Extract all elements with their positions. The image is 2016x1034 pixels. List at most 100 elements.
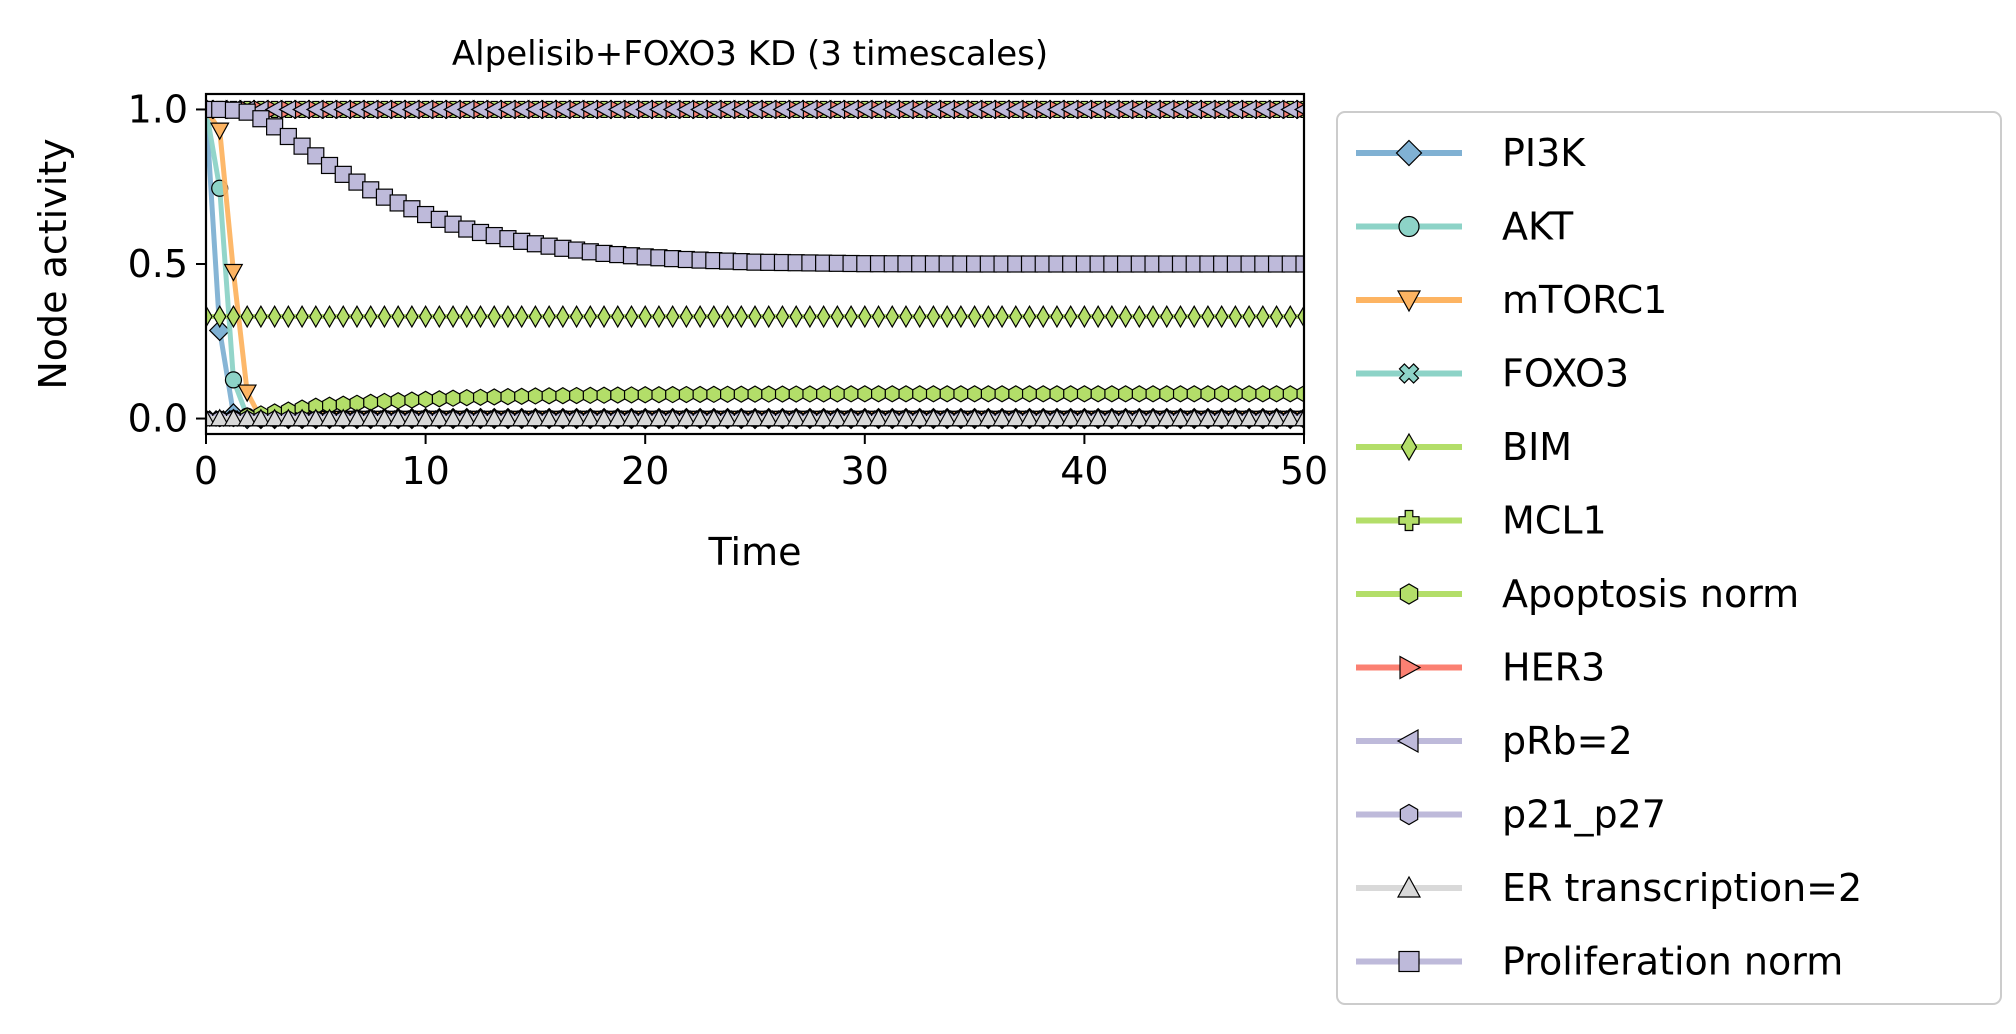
data-point (376, 392, 392, 411)
data-point (692, 385, 708, 404)
data-point (1269, 385, 1285, 403)
data-point (665, 385, 681, 404)
data-point (374, 408, 395, 427)
data-point (939, 385, 955, 403)
data-point (596, 386, 612, 404)
data-point (528, 304, 543, 329)
x-axis: 0 10 20 30 40 50 (194, 434, 1328, 493)
data-point (213, 304, 227, 329)
legend-marker (1399, 583, 1419, 605)
data-point (501, 304, 515, 329)
data-point (415, 408, 436, 427)
data-point (951, 408, 971, 427)
data-point (843, 385, 859, 403)
data-point (981, 304, 996, 329)
data-point (1239, 408, 1259, 427)
data-point (486, 388, 502, 406)
data-point (432, 304, 447, 329)
data-point (347, 408, 367, 427)
data-point (731, 408, 752, 427)
data-point (720, 304, 735, 329)
data-point (717, 408, 738, 427)
data-point (1201, 304, 1215, 329)
data-point (1296, 385, 1304, 403)
data-point (1035, 385, 1051, 403)
data-point (813, 408, 834, 427)
data-point (638, 304, 652, 329)
data-point (1033, 408, 1054, 427)
legend-label: HER3 (1502, 646, 1605, 690)
data-point (896, 408, 916, 427)
data-point (305, 408, 326, 427)
data-point (1076, 385, 1092, 403)
data-point (431, 390, 447, 408)
data-point (295, 304, 309, 329)
y-axis: 0.0 0.5 1.0 (128, 87, 206, 441)
data-point (459, 388, 475, 407)
data-point (1241, 385, 1257, 403)
data-point (870, 385, 887, 403)
data-point (1198, 408, 1218, 427)
data-point (377, 304, 392, 329)
data-point (206, 408, 216, 427)
data-point (500, 387, 516, 406)
data-point (786, 408, 806, 427)
data-point (1172, 385, 1189, 403)
data-point (391, 304, 405, 329)
data-point (693, 304, 707, 329)
data-point (566, 408, 587, 427)
data-point (690, 408, 710, 427)
data-point (775, 304, 790, 329)
x-tick-label: 20 (621, 449, 669, 493)
data-point (774, 385, 790, 403)
data-point (1266, 408, 1287, 427)
data-point (539, 408, 559, 427)
legend-label: Apoptosis norm (1502, 572, 1799, 616)
data-point (816, 304, 831, 329)
series-ER transcription=2 (206, 408, 1304, 427)
data-point (1255, 385, 1271, 403)
data-point (281, 304, 296, 329)
data-point (1036, 304, 1050, 329)
legend-marker (1398, 950, 1420, 973)
data-point (1186, 385, 1202, 403)
data-point (336, 304, 350, 329)
data-point (651, 385, 667, 404)
data-point (580, 408, 601, 427)
data-point (292, 408, 312, 427)
legend-label: Proliferation norm (1502, 940, 1843, 984)
data-point (937, 408, 957, 427)
data-point (868, 408, 889, 427)
data-point (706, 385, 722, 404)
series-Apoptosis norm (206, 385, 1304, 428)
data-point (1105, 304, 1119, 329)
data-point (223, 263, 244, 282)
data-point (569, 386, 585, 405)
data-point (1214, 304, 1229, 329)
data-point (1009, 304, 1023, 329)
data-point (1090, 385, 1106, 403)
chart-title: Alpelisib+FOXO3 KD (3 timescales) (452, 34, 1048, 74)
legend-marker (1396, 728, 1419, 754)
legend-marker (1399, 655, 1422, 680)
data-point (1129, 408, 1150, 427)
y-axis-label: Node activity (31, 138, 75, 389)
data-point (390, 392, 406, 410)
data-point (1132, 304, 1146, 329)
x-axis-label: Time (708, 530, 802, 574)
legend-label: ER transcription=2 (1502, 866, 1862, 910)
data-point (816, 385, 832, 403)
data-point (1008, 385, 1024, 403)
data-point (1269, 304, 1284, 329)
data-point (1143, 408, 1163, 427)
data-point (223, 408, 244, 427)
data-point (511, 408, 532, 427)
data-point (364, 304, 378, 329)
data-point (569, 304, 584, 329)
legend-marker (1396, 290, 1422, 313)
data-point (525, 408, 546, 427)
legend-entry: Apoptosis norm (1356, 572, 1799, 616)
data-point (954, 304, 968, 329)
data-point (909, 408, 930, 427)
